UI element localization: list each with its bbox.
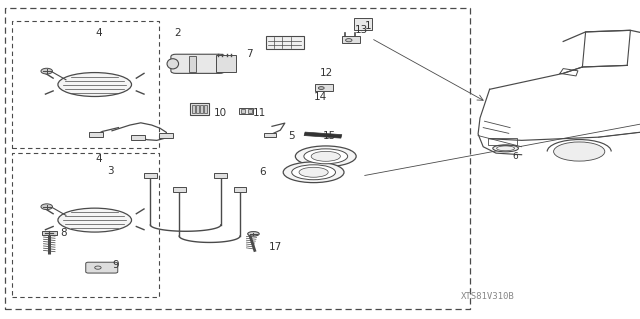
Ellipse shape	[167, 59, 179, 69]
Ellipse shape	[248, 232, 259, 236]
Bar	[173, 188, 186, 192]
Text: 6: 6	[513, 152, 518, 161]
Text: 4: 4	[96, 154, 102, 165]
Bar	[89, 132, 103, 137]
Ellipse shape	[299, 167, 328, 177]
Ellipse shape	[493, 145, 518, 152]
Ellipse shape	[58, 73, 132, 96]
Text: 15: 15	[323, 130, 336, 141]
Text: 4: 4	[96, 28, 102, 39]
Text: 12: 12	[320, 68, 333, 78]
FancyBboxPatch shape	[86, 262, 118, 273]
Bar	[241, 109, 245, 113]
Bar	[196, 105, 199, 113]
Bar	[214, 173, 227, 178]
Bar	[248, 109, 252, 113]
Text: 13: 13	[355, 25, 368, 35]
Text: 7: 7	[246, 49, 253, 59]
Bar	[159, 133, 173, 138]
Ellipse shape	[284, 162, 344, 182]
Bar	[200, 105, 203, 113]
Text: 3: 3	[107, 166, 113, 176]
Bar	[42, 231, 57, 235]
Ellipse shape	[41, 68, 52, 74]
Text: 10: 10	[214, 108, 227, 118]
Bar	[131, 135, 145, 140]
Bar	[239, 108, 253, 114]
Ellipse shape	[319, 87, 324, 90]
Ellipse shape	[292, 165, 335, 180]
Text: 5: 5	[288, 130, 294, 141]
Bar	[204, 105, 207, 113]
Bar	[342, 36, 360, 43]
Text: 14: 14	[314, 92, 326, 102]
Text: 6: 6	[259, 167, 266, 177]
Text: 1: 1	[365, 20, 371, 31]
Ellipse shape	[41, 204, 52, 210]
Bar	[190, 103, 209, 115]
Bar	[189, 56, 196, 72]
Bar	[192, 105, 195, 113]
Bar	[144, 173, 157, 178]
Text: 16: 16	[317, 169, 330, 179]
Bar	[315, 84, 333, 91]
Text: 2: 2	[175, 28, 181, 39]
Bar	[488, 138, 517, 145]
Bar	[234, 188, 246, 192]
Bar	[264, 133, 276, 137]
Text: 11: 11	[253, 108, 266, 118]
Text: 9: 9	[112, 260, 118, 270]
FancyBboxPatch shape	[171, 54, 225, 73]
Bar	[216, 55, 236, 72]
Bar	[354, 18, 372, 30]
Ellipse shape	[58, 208, 132, 232]
Ellipse shape	[296, 146, 356, 167]
Bar	[266, 36, 304, 49]
Text: 8: 8	[61, 228, 67, 238]
Ellipse shape	[304, 149, 348, 164]
Text: XTS81V310B: XTS81V310B	[461, 293, 515, 301]
Text: 17: 17	[269, 242, 282, 252]
Ellipse shape	[554, 142, 605, 161]
Bar	[304, 132, 342, 138]
Ellipse shape	[346, 39, 352, 42]
Ellipse shape	[311, 151, 340, 161]
